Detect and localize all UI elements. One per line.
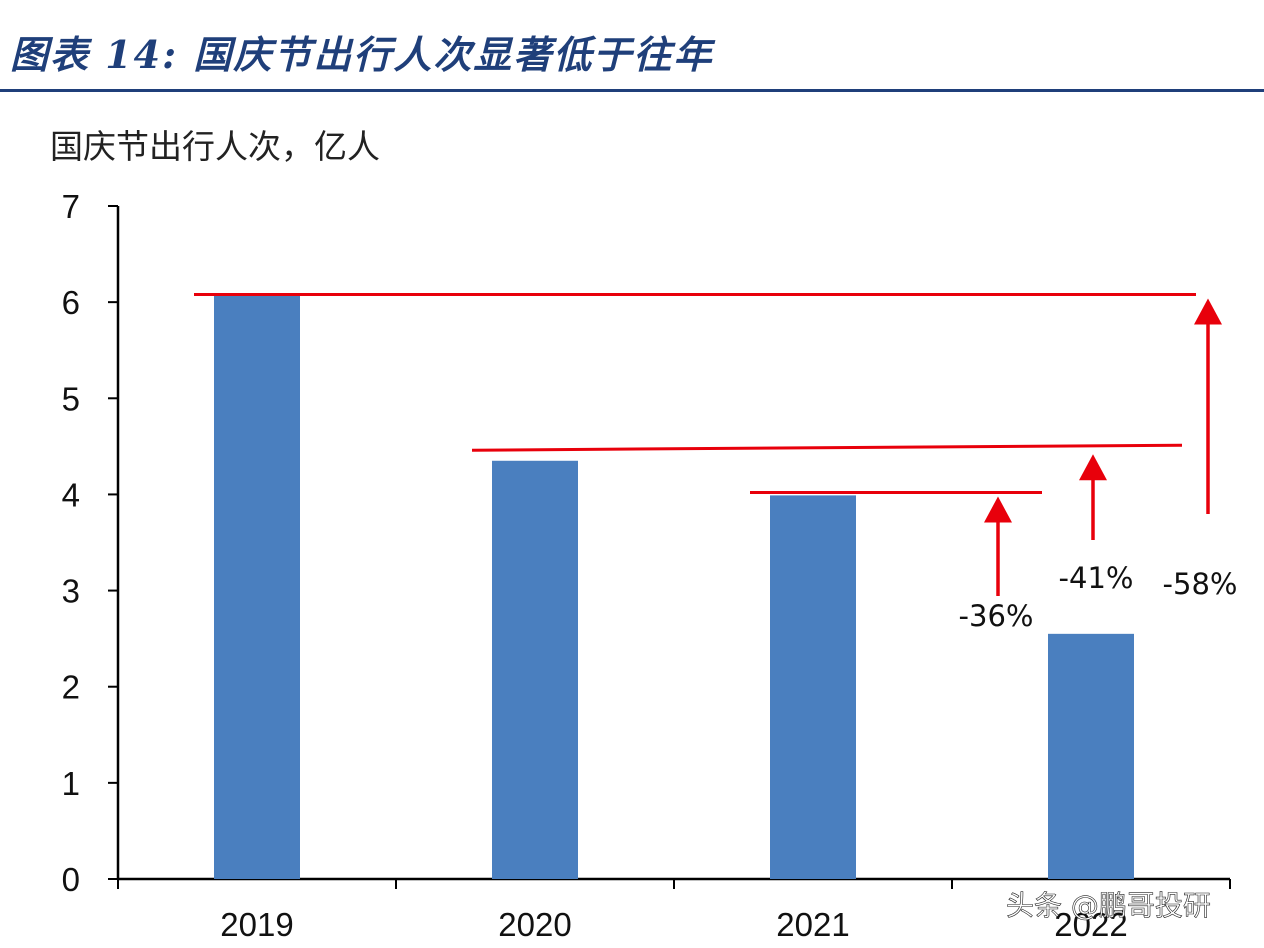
y-tick-label: 5 (62, 380, 80, 417)
annotations: -36% -41% -58% (959, 298, 1238, 633)
bar-2019 (214, 294, 300, 879)
bar-2020 (492, 460, 578, 879)
reference-line-2020 (471, 443, 1183, 452)
y-tick-label: 2 (62, 669, 80, 706)
x-tick-label: 2021 (776, 906, 849, 943)
bar-2021 (770, 495, 856, 879)
change-label: -58% (1163, 567, 1238, 601)
axes: 0 1 2 3 4 5 6 7 2019 2020 2021 2022 (62, 188, 1231, 943)
bar-2022 (1048, 633, 1134, 879)
reference-lines (194, 292, 1196, 495)
arrow-head (984, 496, 1012, 523)
x-tick-label: 2022 (1054, 906, 1127, 943)
x-tick-label: 2020 (498, 906, 571, 943)
y-tick-label: 6 (62, 284, 80, 321)
change-label: -41% (1059, 561, 1134, 595)
arrow-head (1079, 454, 1107, 481)
title-bar: 图表 14: 国庆节出行人次显著低于往年 (0, 0, 1264, 92)
watermark-text: 头条 @鹏哥投研 (1006, 889, 1211, 922)
y-tick-label: 4 (62, 476, 80, 513)
x-tick-label: 2019 (220, 906, 293, 943)
figure-title: 图表 14: 国庆节出行人次显著低于往年 (10, 32, 714, 77)
arrow-head (1194, 298, 1222, 325)
bars (214, 294, 1134, 879)
y-axis-label: 国庆节出行人次，亿人 (50, 127, 380, 166)
y-tick-label: 1 (62, 765, 80, 802)
change-label: -36% (959, 599, 1034, 633)
y-tick-label: 0 (62, 861, 80, 898)
y-tick-label: 3 (62, 573, 80, 610)
y-tick-label: 7 (62, 188, 80, 225)
